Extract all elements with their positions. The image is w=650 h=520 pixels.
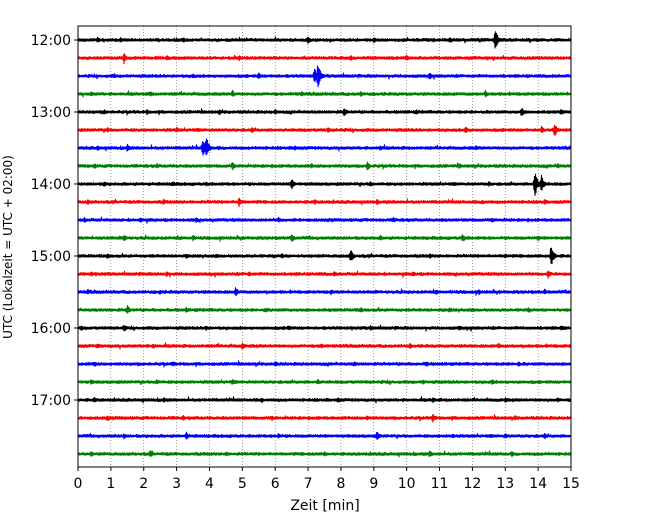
trace-1515 — [77, 270, 572, 279]
trace-1230 — [77, 65, 572, 88]
x-tick-label: 6 — [271, 476, 280, 492]
trace-1215 — [77, 53, 572, 65]
trace-1615 — [77, 342, 572, 350]
y-tick-label: 14:00 — [31, 177, 71, 193]
trace-1330 — [77, 138, 572, 156]
y-tick-label: 13:00 — [31, 105, 71, 121]
x-tick-label: 14 — [529, 476, 547, 492]
trace-1730 — [77, 431, 572, 440]
trace-1545 — [77, 304, 572, 314]
y-tick-label: 15:00 — [31, 249, 71, 265]
trace-1645 — [77, 379, 572, 386]
x-axis-label: Zeit [min] — [290, 498, 359, 514]
x-tick-label: 13 — [496, 476, 514, 492]
x-axis: 0 1 2 3 4 5 6 7 8 9 10 11 12 13 14 15 — [74, 467, 580, 492]
x-tick-label: 4 — [205, 476, 214, 492]
trace-1500 — [77, 247, 572, 265]
x-tick-label: 1 — [106, 476, 115, 492]
trace-1415 — [77, 197, 572, 208]
x-tick-label: 3 — [172, 476, 181, 492]
trace-1630 — [77, 360, 572, 368]
trace-1345 — [77, 161, 572, 171]
y-axis-label: UTC (Lokalzeit = UTC + 02:00) — [1, 155, 15, 339]
trace-1745 — [77, 450, 572, 458]
trace-1600 — [77, 324, 572, 332]
x-tick-label: 11 — [431, 476, 449, 492]
plot-frame — [77, 25, 572, 468]
x-tick-label: 5 — [238, 476, 247, 492]
y-tick-label: 17:00 — [31, 393, 71, 409]
trace-1315 — [77, 124, 572, 137]
y-tick-label: 12:00 — [31, 33, 71, 49]
x-tick-label: 9 — [369, 476, 378, 492]
trace-1430 — [77, 216, 572, 224]
x-tick-label: 15 — [562, 476, 580, 492]
x-tick-label: 10 — [398, 476, 416, 492]
trace-group — [77, 31, 572, 458]
trace-1715 — [77, 414, 572, 423]
trace-1245 — [77, 89, 572, 98]
x-tick-label: 7 — [304, 476, 313, 492]
x-tick-label: 2 — [139, 476, 148, 492]
trace-1300 — [77, 108, 572, 117]
y-axis: 12:00 13:00 14:00 15:00 16:00 17:00 — [31, 33, 78, 409]
trace-1200 — [77, 31, 572, 49]
x-tick-label: 8 — [336, 476, 345, 492]
trace-1700 — [77, 396, 572, 404]
x-tick-label: 0 — [74, 476, 83, 492]
y-tick-label: 16:00 — [31, 321, 71, 337]
x-tick-label: 12 — [463, 476, 481, 492]
trace-1445 — [77, 234, 572, 243]
trace-1400 — [77, 173, 572, 196]
trace-1530 — [77, 287, 572, 297]
